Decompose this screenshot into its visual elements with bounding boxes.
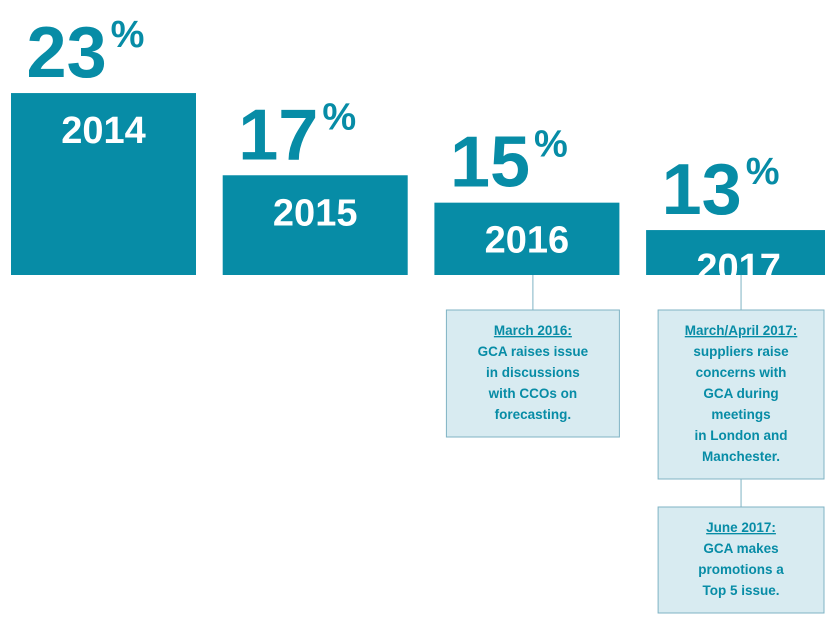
annotation-line: Manchester. bbox=[702, 449, 780, 464]
annotation-line: in London and bbox=[695, 428, 788, 443]
value-number: 15 bbox=[450, 123, 530, 203]
annotation-heading: March 2016: bbox=[494, 323, 572, 338]
bar bbox=[434, 202, 620, 275]
value-unit: % bbox=[534, 124, 568, 166]
value-label: 13% bbox=[662, 150, 780, 230]
annotation-line: in discussions bbox=[486, 365, 580, 380]
bar bbox=[222, 175, 408, 275]
annotation-line: GCA during bbox=[703, 386, 778, 401]
value-label: 23% bbox=[27, 13, 145, 93]
annotation-line: suppliers raise bbox=[693, 344, 789, 359]
annotation-line: GCA raises issue bbox=[478, 344, 589, 359]
annotation-line: concerns with bbox=[696, 365, 787, 380]
value-label: 17% bbox=[238, 95, 356, 175]
category-label: 2016 bbox=[485, 220, 570, 262]
bar bbox=[11, 93, 196, 276]
annotation-heading: June 2017: bbox=[706, 520, 776, 535]
value-unit: % bbox=[746, 151, 780, 193]
value-number: 23 bbox=[27, 13, 107, 93]
value-label: 15% bbox=[450, 123, 568, 203]
value-unit: % bbox=[111, 14, 145, 56]
annotation-line: with CCOs on bbox=[488, 386, 578, 401]
category-label: 2017 bbox=[696, 247, 781, 289]
category-label: 2014 bbox=[61, 110, 146, 152]
bar bbox=[646, 230, 825, 275]
category-label: 2015 bbox=[273, 192, 358, 234]
annotation-box bbox=[657, 309, 825, 480]
annotation-line: forecasting. bbox=[495, 407, 572, 422]
annotation-line: meetings bbox=[711, 407, 770, 422]
value-number: 13 bbox=[662, 150, 742, 230]
value-number: 17 bbox=[238, 95, 318, 175]
annotation-line: GCA makes bbox=[703, 541, 778, 556]
value-unit: % bbox=[322, 96, 356, 138]
annotation-heading: March/April 2017: bbox=[685, 323, 798, 338]
annotation-line: promotions a bbox=[698, 562, 784, 577]
annotation-box bbox=[445, 309, 620, 438]
annotation-line: Top 5 issue. bbox=[703, 583, 780, 598]
annotation-box bbox=[657, 506, 825, 614]
